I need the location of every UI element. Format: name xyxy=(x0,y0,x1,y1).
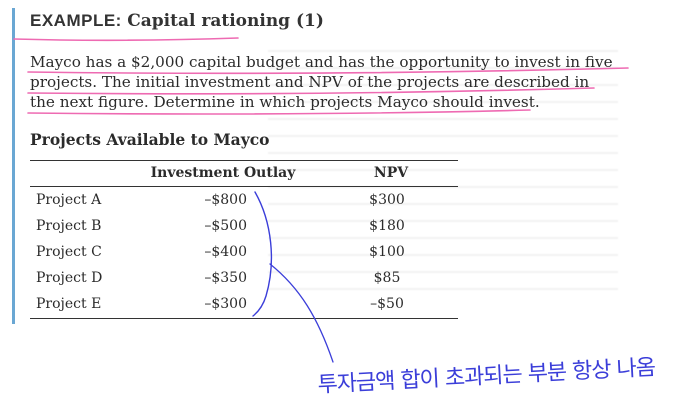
column-header-outlay: Investment Outlay xyxy=(150,165,296,181)
pink-underline-heading xyxy=(13,37,239,42)
npv-cell: $180 xyxy=(369,218,405,234)
example-heading: EXAMPLE: Capital rationing (1) xyxy=(30,11,324,31)
npv-cell: $85 xyxy=(373,270,401,286)
intro-paragraph: Mayco has a $2,000 capital budget and ha… xyxy=(30,52,630,112)
example-keyword: EXAMPLE: xyxy=(30,11,122,30)
example-accent-bar xyxy=(12,8,15,324)
outlay-cell: –$350 xyxy=(204,270,247,286)
outlay-cell: –$500 xyxy=(204,218,247,234)
table-bottom-rule xyxy=(30,318,458,319)
npv-cell: –$50 xyxy=(370,296,404,312)
project-name-cell: Project C xyxy=(36,244,102,260)
project-name-cell: Project A xyxy=(36,192,102,208)
outlay-cell: –$300 xyxy=(204,296,247,312)
table-header-rule xyxy=(30,186,458,187)
example-title: Capital rationing (1) xyxy=(127,11,324,31)
table-top-rule xyxy=(30,160,458,161)
column-header-npv: NPV xyxy=(373,165,409,181)
npv-cell: $100 xyxy=(369,244,405,260)
project-name-cell: Project B xyxy=(36,218,102,234)
outlay-cell: –$800 xyxy=(204,192,247,208)
table-title: Projects Available to Mayco xyxy=(30,130,270,149)
intro-line: projects. The initial investment and NPV… xyxy=(30,73,590,91)
intro-line: Mayco has a $2,000 capital budget and ha… xyxy=(30,53,613,71)
intro-line: the next figure. Determine in which proj… xyxy=(30,93,540,111)
blue-bracket xyxy=(252,191,273,317)
blue-arrow-line xyxy=(269,263,334,363)
outlay-cell: –$400 xyxy=(204,244,247,260)
project-name-cell: Project D xyxy=(36,270,103,286)
handwritten-note: 투자금액 합이 초과되는 부분 항상 나옴 xyxy=(317,355,656,398)
npv-cell: $300 xyxy=(369,192,405,208)
project-name-cell: Project E xyxy=(36,296,102,312)
